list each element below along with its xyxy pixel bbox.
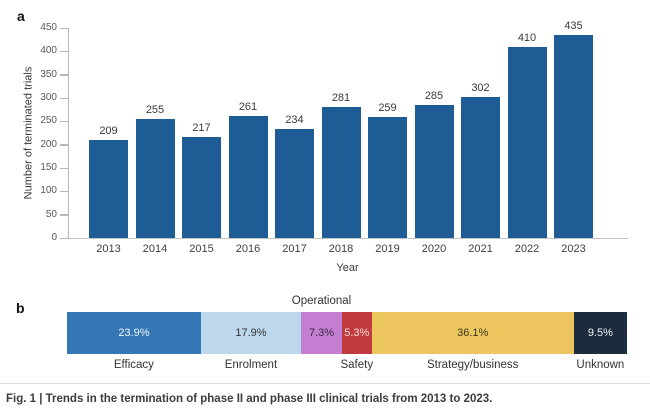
y-tick-mark xyxy=(59,167,68,169)
y-tick-label: 400 xyxy=(40,45,57,57)
y-tick-label: 150 xyxy=(40,162,57,173)
bar xyxy=(461,97,500,238)
bar xyxy=(275,128,314,238)
bar-group-2023: 435 2023 xyxy=(554,20,593,255)
y-tick-label: 50 xyxy=(45,208,57,220)
x-tick-label: 2020 xyxy=(421,243,447,255)
bar-group-2015: 217 2015 xyxy=(182,121,221,255)
y-tick-label: 0 xyxy=(51,232,57,243)
x-tick-label: 2014 xyxy=(142,243,168,255)
bar-value-label: 261 xyxy=(238,101,258,114)
segment-efficacy: 23.9% Efficacy xyxy=(67,312,201,371)
segment-enrolment: 17.9% Enrolment xyxy=(200,312,302,371)
segment-percent-label: 7.3% xyxy=(308,327,335,339)
y-tick-mark xyxy=(59,214,68,216)
segment-percent-label: 9.5% xyxy=(587,327,613,339)
y-tick-label: 300 xyxy=(40,92,57,103)
bar-group-2020: 285 2020 xyxy=(414,90,454,255)
segment-category-label: Unknown xyxy=(576,359,625,371)
x-tick-label: 2016 xyxy=(235,243,261,255)
segment-percent-label: 23.9% xyxy=(118,327,150,339)
x-tick-label: 2023 xyxy=(561,243,586,255)
y-tick-label: 200 xyxy=(40,138,57,150)
y-axis-title-text: Number of terminated trials xyxy=(22,66,35,200)
segment-strategy-business: 36.1% Strategy/business xyxy=(371,312,574,371)
bar-value-label: 234 xyxy=(285,113,304,126)
segment-safety: 5.3% Safety xyxy=(340,312,373,371)
bar-value-label: 285 xyxy=(424,90,444,102)
x-tick-label: 2019 xyxy=(375,243,400,255)
y-tick-mark xyxy=(59,97,68,99)
y-tick-label: 250 xyxy=(40,115,57,127)
x-tick-label: 2022 xyxy=(514,243,540,255)
y-tick-label: 100 xyxy=(40,185,57,197)
bar xyxy=(554,35,593,238)
bar-value-label: 217 xyxy=(192,121,211,134)
panel-a-label: a xyxy=(17,8,25,24)
bar-group-2022: 410 2022 xyxy=(507,31,547,255)
bar-group-2016: 261 2016 xyxy=(228,101,268,255)
y-tick-mark xyxy=(59,50,68,53)
panel-b-label: b xyxy=(16,300,25,316)
bar-group-2013: 209 2013 xyxy=(89,125,128,255)
x-axis-title: Year xyxy=(336,262,359,274)
segment-category-label: Efficacy xyxy=(113,359,154,371)
bar-group-2021: 302 2021 xyxy=(461,82,500,255)
segment-unknown: 9.5% Unknown xyxy=(573,312,627,371)
segment-percent-label: 36.1% xyxy=(457,327,489,339)
bar xyxy=(321,106,361,238)
y-tick-mark xyxy=(59,190,68,193)
bar xyxy=(182,136,221,238)
segment-category-label: Strategy/business xyxy=(426,359,519,371)
bar-group-2018: 281 2018 xyxy=(321,91,361,255)
segment-category-label: Safety xyxy=(340,359,374,371)
segment-percent-label: 5.3% xyxy=(344,327,370,339)
bar-value-label: 435 xyxy=(564,20,583,32)
x-tick-label: 2021 xyxy=(468,243,493,255)
figure-caption: Fig. 1 | Trends in the termination of ph… xyxy=(6,393,493,405)
y-tick-mark xyxy=(59,74,68,76)
termination-reason-stacked-bar: 23.9% Efficacy 17.9% Enrolment 7.3% Operation… xyxy=(67,295,627,371)
bar-value-label: 410 xyxy=(517,31,537,44)
y-tick-mark xyxy=(59,144,68,146)
x-tick-label: 2018 xyxy=(328,243,354,255)
x-tick-label: 2017 xyxy=(282,243,307,255)
bar-value-label: 302 xyxy=(471,82,490,95)
y-axis-title: Number of terminated trials xyxy=(20,28,36,238)
bar xyxy=(135,119,175,238)
segment-operational: 7.3% Operational xyxy=(292,295,351,354)
segment-category-label: Enrolment xyxy=(224,359,278,371)
y-tick-label: 350 xyxy=(40,68,57,80)
segment-category-label: Operational xyxy=(291,295,352,307)
segment-percent-label: 17.9% xyxy=(235,327,267,339)
x-tick-label: 2013 xyxy=(96,243,121,255)
y-tick-mark xyxy=(59,120,68,123)
bar-group-2014: 255 2014 xyxy=(135,104,175,255)
bar xyxy=(507,46,547,238)
bar-value-label: 209 xyxy=(99,125,118,138)
bar-value-label: 281 xyxy=(331,91,351,104)
bar-value-label: 259 xyxy=(378,102,397,115)
y-tick-mark xyxy=(59,27,68,29)
x-tick-label: 2015 xyxy=(189,243,214,255)
bar xyxy=(414,105,454,238)
caption-separator-line xyxy=(0,383,650,384)
bar-group-2019: 259 2019 xyxy=(368,102,407,255)
bar xyxy=(89,140,128,238)
bar-value-label: 255 xyxy=(145,104,165,116)
panel-a-plot: 0 50 100 150 200 250 300 350 400 450 209 2013 255 201… xyxy=(40,20,628,255)
y-tick-label: 450 xyxy=(40,22,57,33)
bar xyxy=(228,116,268,238)
bar xyxy=(368,117,407,238)
y-tick-mark xyxy=(59,237,68,239)
bar-group-2017: 234 2017 xyxy=(275,113,314,255)
